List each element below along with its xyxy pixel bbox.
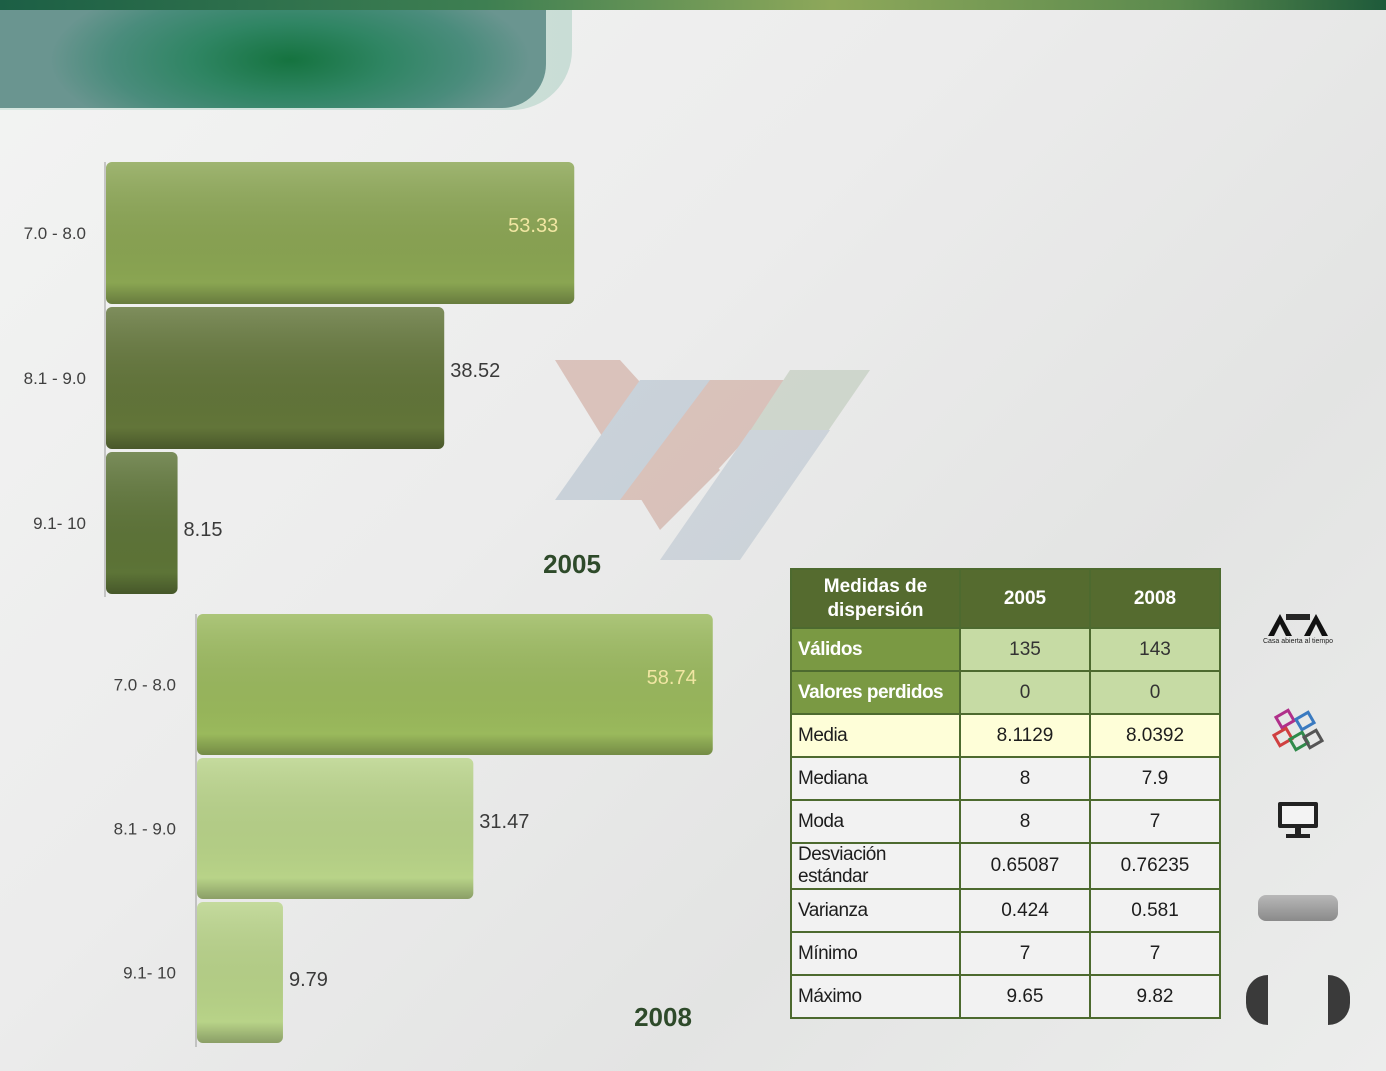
table-row: Varianza 0.424 0.581 [790,888,1221,933]
row-label: Varianza [790,888,961,933]
table-header-2005: 2005 [959,568,1091,629]
table-row: Moda 8 7 [790,799,1221,844]
row-value-2008: 9.82 [1089,974,1221,1019]
chart-2005-data-label: 8.15 [184,519,223,541]
next-arrow-icon[interactable] [1328,975,1350,1025]
chart-2008-title: 2008 [634,1002,692,1032]
row-label: Mediana [790,756,961,801]
row-label: Válidos [790,627,961,672]
chart-2008-bar-shading [197,902,283,1043]
top-accent-bar [0,0,1386,10]
row-value-2008: 7 [1089,799,1221,844]
chart-2008-bar-shading [197,758,474,899]
title-tab-gradient [0,10,546,108]
row-value-2005: 8 [959,799,1091,844]
table-row: Mediana 8 7.9 [790,756,1221,801]
chart-2005-bar-shading [106,307,445,449]
chart-2005-title: 2005 [543,549,601,579]
table-row: Máximo 9.65 9.82 [790,974,1221,1019]
row-value-2005: 0.65087 [959,842,1091,890]
chart-2008-tick-label: 8.1 - 9.0 [114,820,176,839]
chart-2008-tick-label: 9.1- 10 [123,964,176,983]
watermark-logo-icon [555,360,870,560]
chart-2005-data-label: 53.33 [508,215,558,237]
monitor-icon[interactable] [1276,800,1320,840]
chart-2008-tick-label: 7.0 - 8.0 [114,676,176,695]
row-value-2005: 7 [959,931,1091,976]
table-header-2008: 2008 [1089,568,1221,629]
row-value-2005: 8.1129 [959,713,1091,758]
row-label: Desviación estándar [790,842,961,890]
colorful-shapes-icon[interactable] [1270,705,1326,759]
chart-2005-tick-label: 9.1- 10 [33,514,86,533]
chart-2005-bar-shading [106,162,575,304]
uam-logo-icon[interactable]: Casa abierta al tiempo [1262,610,1334,650]
table-row: Desviación estándar 0.65087 0.76235 [790,842,1221,890]
row-value-2005: 8 [959,756,1091,801]
uam-logo-mark-icon [1268,614,1328,636]
row-label: Mínimo [790,931,961,976]
chart-2005-bar-shading [106,452,178,594]
row-label: Valores perdidos [790,670,961,715]
dispersion-table: Medidas de dispersión 2005 2008 Válidos … [790,568,1221,1019]
chart-2005-tick-label: 7.0 - 8.0 [24,224,86,243]
row-value-2008: 0 [1089,670,1221,715]
row-label: Moda [790,799,961,844]
table-row: Válidos 135 143 [790,627,1221,672]
chart-2008-bar-shading [197,614,713,755]
row-value-2008: 0.76235 [1089,842,1221,890]
chart-2008-data-label: 31.47 [479,811,529,833]
row-value-2008: 0.581 [1089,888,1221,933]
row-value-2008: 7 [1089,931,1221,976]
table-row: Valores perdidos 0 0 [790,670,1221,715]
prev-arrow-icon[interactable] [1246,975,1268,1025]
row-value-2005: 135 [959,627,1091,672]
table-header-row: Medidas de dispersión 2005 2008 [790,568,1221,629]
chart-2005-tick-label: 8.1 - 9.0 [24,369,86,388]
chart-2008-data-label: 58.74 [647,667,697,689]
row-label: Máximo [790,974,961,1019]
row-label: Media [790,713,961,758]
table-header-measure: Medidas de dispersión [790,568,961,629]
row-value-2005: 0.424 [959,888,1091,933]
chart-2008: 7.0 - 8.0 58.74 8.1 - 9.0 31.47 9.1- 10 9.79 [114,614,713,1043]
row-value-2005: 0 [959,670,1091,715]
row-value-2008: 143 [1089,627,1221,672]
row-value-2008: 8.0392 [1089,713,1221,758]
table-row: Media 8.1129 8.0392 [790,713,1221,758]
uam-tagline: Casa abierta al tiempo [1262,638,1334,645]
chart-2008-data-label: 9.79 [289,969,328,991]
row-value-2005: 9.65 [959,974,1091,1019]
chart-2005: 7.0 - 8.0 53.33 8.1 - 9.0 38.52 9.1- 10 8.15 [24,162,575,594]
row-value-2008: 7.9 [1089,756,1221,801]
rounded-button-icon[interactable] [1258,895,1338,921]
table-row: Mínimo 7 7 [790,931,1221,976]
chart-2005-data-label: 38.52 [450,360,500,382]
